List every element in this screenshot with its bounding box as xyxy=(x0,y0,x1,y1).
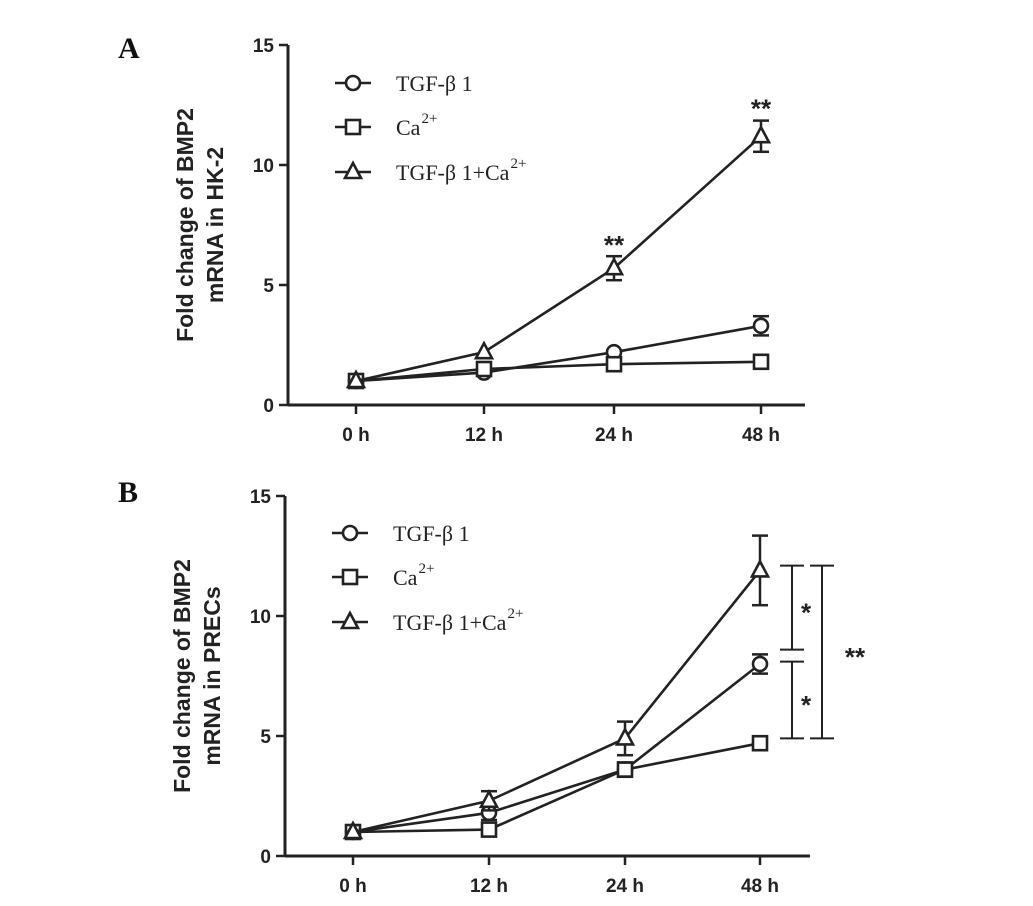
square-marker xyxy=(751,734,769,752)
y-axis-label: mRNA in PRECs xyxy=(199,586,225,765)
panel-a: A 0 5 10 15 0 h 12 h 24 h 48 h Fold change of BMP… xyxy=(118,32,805,446)
series-circle xyxy=(347,314,770,390)
triangle-marker xyxy=(342,820,364,840)
square-marker xyxy=(480,821,498,838)
triangle-marker xyxy=(749,558,771,578)
triangle-marker xyxy=(603,256,625,276)
legend-label: TGF-β 1+Ca xyxy=(396,160,510,185)
series-line xyxy=(352,741,761,834)
significance-bracket: * xyxy=(780,660,812,740)
y-axis-label: mRNA in HK-2 xyxy=(202,147,228,303)
y-tick-label: 5 xyxy=(260,727,271,748)
legend-label-superscript: 2+ xyxy=(421,111,437,127)
x-tick-label: 48 h xyxy=(742,425,780,446)
y-tick-label: 5 xyxy=(263,276,274,297)
legend-item: TGF-β 1+Ca 2+ xyxy=(335,156,526,185)
legend-label-superscript: 2+ xyxy=(510,156,526,172)
panel-label: A xyxy=(118,32,140,65)
x-tick-label: 12 h xyxy=(470,876,508,897)
triangle-marker xyxy=(342,160,364,180)
significance-bracket: ** xyxy=(810,564,866,740)
series-line xyxy=(355,135,762,383)
legend-item: TGF-β 1 xyxy=(332,521,470,546)
legend-label: TGF-β 1 xyxy=(396,71,473,96)
legend-label-superscript: 2+ xyxy=(507,606,523,622)
x-tick-label: 24 h xyxy=(595,425,633,446)
circle-marker xyxy=(344,74,362,92)
square-marker xyxy=(344,118,362,136)
circle-marker xyxy=(751,655,769,673)
square-marker xyxy=(475,360,493,378)
series-line xyxy=(352,569,762,834)
x-tick-label: 0 h xyxy=(342,425,369,446)
circle-marker xyxy=(341,524,359,542)
legend-item: Ca 2+ xyxy=(335,111,437,140)
y-tick-label: 0 xyxy=(260,847,271,868)
square-marker xyxy=(616,761,634,778)
significance-label: * xyxy=(801,690,812,720)
triangle-marker xyxy=(345,369,367,389)
triangle-marker xyxy=(750,124,772,144)
x-tick-label: 48 h xyxy=(741,876,779,897)
x-tick-label: 0 h xyxy=(339,876,366,897)
triangle-marker xyxy=(339,610,361,630)
square-marker xyxy=(752,353,770,371)
y-axis-label: Fold change of BMP2 xyxy=(169,559,195,793)
significance-label: ** xyxy=(751,93,772,123)
series-line xyxy=(355,360,762,383)
series-triangle xyxy=(342,534,771,840)
y-tick-label: 15 xyxy=(250,487,272,508)
panel-b: B 0 5 10 15 0 h 12 h 24 h 48 h Fold change of BMP… xyxy=(118,476,866,897)
legend-label: Ca xyxy=(393,565,418,590)
series-triangle xyxy=(345,119,772,389)
triangle-marker xyxy=(478,789,500,809)
x-tick-label: 24 h xyxy=(606,876,644,897)
panel-label: B xyxy=(118,476,138,509)
square-marker xyxy=(341,568,359,586)
series-circle xyxy=(344,653,769,841)
legend-item: Ca 2+ xyxy=(332,561,434,590)
circle-marker xyxy=(752,317,770,335)
significance-label: ** xyxy=(604,230,625,260)
x-tick-label: 12 h xyxy=(465,425,503,446)
significance-label: ** xyxy=(845,642,866,672)
y-tick-label: 10 xyxy=(250,607,271,628)
legend-label: Ca xyxy=(396,115,421,140)
triangle-marker xyxy=(614,726,636,746)
legend-label: TGF-β 1 xyxy=(393,521,470,546)
square-marker xyxy=(605,355,623,373)
series-line xyxy=(355,324,762,383)
significance-label: * xyxy=(801,598,812,628)
y-tick-label: 15 xyxy=(253,36,275,57)
significance-bracket: * xyxy=(780,564,812,651)
legend-item: TGF-β 1 xyxy=(335,71,473,96)
series-square xyxy=(344,734,769,841)
y-axis-label: Fold change of BMP2 xyxy=(172,108,198,342)
legend-label: TGF-β 1+Ca xyxy=(393,610,507,635)
y-tick-label: 0 xyxy=(263,396,274,417)
legend-item: TGF-β 1+Ca 2+ xyxy=(332,606,523,635)
y-tick-label: 10 xyxy=(253,156,274,177)
legend-label-superscript: 2+ xyxy=(418,561,434,577)
triangle-marker xyxy=(473,340,495,360)
series-line xyxy=(352,662,761,834)
